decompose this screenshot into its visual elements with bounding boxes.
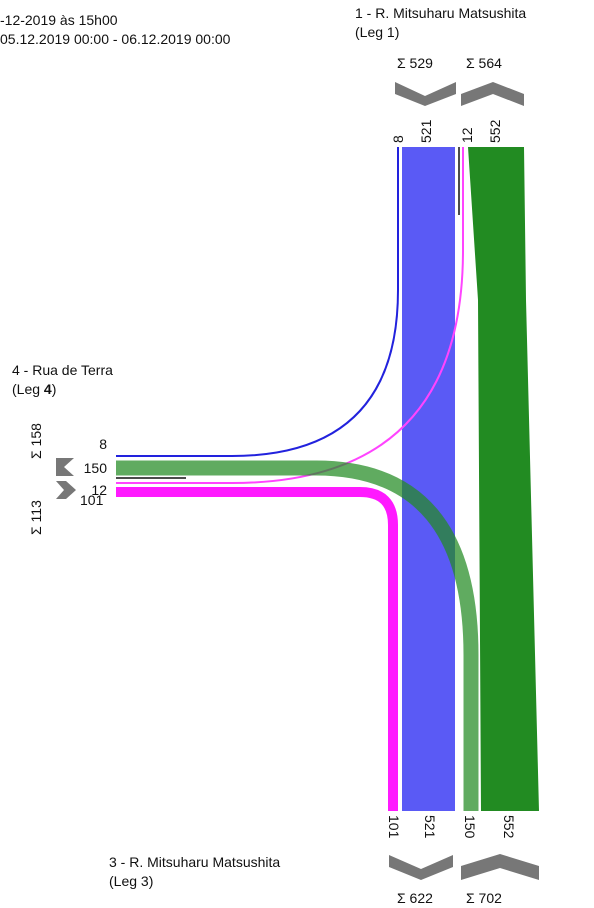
- leg1-value-2: 521: [418, 119, 434, 143]
- leg1-out-arrow: [461, 82, 524, 106]
- leg3-name: 3 - R. Mitsuharu Matsushita: [109, 854, 281, 870]
- leg3-sub: (Leg 3): [109, 873, 154, 889]
- leg3-out-arrow: [389, 855, 453, 880]
- leg4-sum-in: Σ 113: [28, 500, 44, 535]
- flow-leg4-leg1: [116, 147, 464, 484]
- flow-leg1-leg4: [116, 147, 399, 457]
- flow-leg3-leg1: [468, 147, 539, 811]
- leg4-out-arrow: [56, 458, 74, 476]
- flow-leg1-leg3: [402, 147, 455, 811]
- leg1-sum-out: Σ 564: [466, 55, 502, 71]
- leg1-value-1: 8: [390, 135, 406, 143]
- leg3-value-1: 101: [386, 815, 402, 839]
- leg1-name: 1 - R. Mitsuharu Matsushita: [355, 5, 527, 21]
- leg3-value-3: 150: [462, 815, 478, 839]
- leg1-in-arrow: [395, 82, 456, 106]
- leg1-sub: (Leg 1): [355, 24, 400, 40]
- leg4-value-1: 8: [99, 436, 107, 452]
- leg4-in-arrow: [56, 481, 76, 499]
- leg4-sub-prefix: (Leg: [12, 381, 44, 397]
- leg3-value-4: 552: [501, 815, 517, 839]
- flow-leg3-leg4: [116, 487, 398, 811]
- leg1-value-4: 552: [487, 119, 503, 143]
- leg4-value-2: 150: [84, 460, 108, 476]
- leg4-sub-suffix: ): [51, 381, 57, 397]
- leg4-name: 4 - Rua de Terra: [12, 362, 113, 378]
- leg4-sum-out: Σ 158: [28, 423, 44, 459]
- leg3-in-arrow: [461, 854, 539, 880]
- header-date: -12-2019 às 15h00: [0, 12, 118, 28]
- leg4-value-4-visible: 101: [80, 492, 104, 508]
- leg4-sub-num: 4: [43, 381, 52, 397]
- header-range: 05.12.2019 00:00 - 06.12.2019 00:00: [0, 31, 231, 47]
- leg1-value-3: 12: [459, 127, 475, 143]
- leg3-value-2: 521: [422, 815, 438, 839]
- leg4-value-3: 12: [91, 482, 107, 498]
- leg1-sum-in: Σ 529: [397, 55, 433, 71]
- leg3-sum-out: Σ 622: [397, 890, 433, 906]
- flow-leg4-leg3: [116, 460, 479, 811]
- leg3-sum-in: Σ 702: [466, 890, 502, 906]
- leg4-sub: (Leg 4): [12, 381, 56, 398]
